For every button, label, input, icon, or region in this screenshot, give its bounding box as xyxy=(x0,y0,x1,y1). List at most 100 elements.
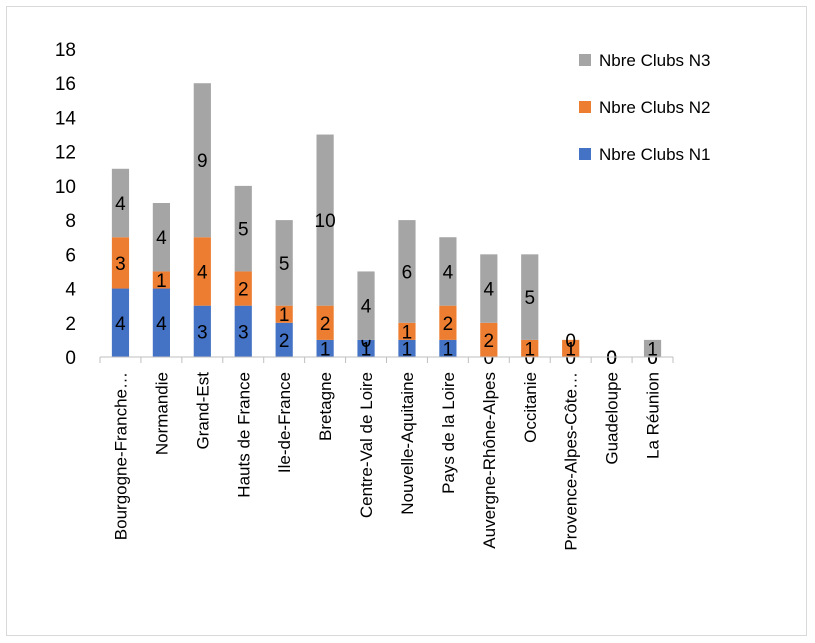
x-category-label: Bretagne xyxy=(316,372,335,441)
x-category-label: Occitanie xyxy=(521,372,540,443)
data-label: 0 xyxy=(647,348,658,369)
data-label: 1 xyxy=(524,339,535,360)
data-label: 5 xyxy=(524,288,535,309)
x-category-label: Auvergne-Rhône-Alpes xyxy=(480,372,499,549)
data-label: 5 xyxy=(238,220,249,241)
bar-segment xyxy=(234,271,252,306)
x-category-label: Provence-Alpes-Côte… xyxy=(562,372,581,551)
bar-segment xyxy=(152,203,170,272)
legend-swatch xyxy=(579,54,591,66)
bar-segment xyxy=(439,305,457,340)
data-label: 1 xyxy=(402,339,413,360)
legend-label: Nbre Clubs N1 xyxy=(599,145,711,164)
data-label: 4 xyxy=(443,262,454,283)
x-category-label: Nouvelle-Aquitaine xyxy=(398,372,417,515)
data-label: 2 xyxy=(279,331,290,352)
y-tick-label: 0 xyxy=(65,348,76,369)
data-label: 6 xyxy=(402,262,413,283)
data-label: 4 xyxy=(156,228,167,249)
bar-segment xyxy=(193,83,211,238)
data-label: 2 xyxy=(238,280,249,301)
bar-segment xyxy=(275,220,293,306)
y-tick-label: 6 xyxy=(65,245,76,266)
data-label: 1 xyxy=(443,339,454,360)
bar-segment xyxy=(357,271,375,340)
data-label: 4 xyxy=(115,314,126,335)
bar-segment xyxy=(521,339,539,357)
x-category-label: La Réunion xyxy=(644,372,663,459)
data-label: 4 xyxy=(197,262,208,283)
bar-segment xyxy=(234,185,252,272)
data-label: 0 xyxy=(524,348,535,369)
data-label: 4 xyxy=(484,280,495,301)
x-category-label: Normandie xyxy=(152,372,171,455)
y-tick-label: 10 xyxy=(55,177,76,198)
bar-segment xyxy=(521,254,539,340)
bar-segment xyxy=(398,220,416,323)
y-tick-label: 4 xyxy=(65,280,76,301)
bar-segment xyxy=(111,288,130,357)
bar-segment xyxy=(275,322,293,357)
bar-segment xyxy=(275,305,293,323)
data-label: 4 xyxy=(156,314,167,335)
bar-segment xyxy=(152,271,170,289)
data-label: 1 xyxy=(361,339,372,360)
data-label: 3 xyxy=(115,254,126,275)
y-tick-label: 12 xyxy=(55,143,76,164)
x-category-label: Hauts de France xyxy=(234,372,253,498)
data-label: 5 xyxy=(279,254,290,275)
bar-segment xyxy=(439,237,457,306)
data-label: 0 xyxy=(484,348,495,369)
legend-label: Nbre Clubs N3 xyxy=(599,51,711,70)
data-label: 0 xyxy=(606,348,617,369)
x-category-label: Grand-Est xyxy=(193,372,212,450)
legend-swatch xyxy=(579,148,591,160)
bar-segment xyxy=(193,237,211,306)
x-category-label: Ile-de-France xyxy=(275,372,294,473)
data-label: 0 xyxy=(361,331,372,352)
data-label: 10 xyxy=(315,211,336,232)
data-label: 2 xyxy=(443,314,454,335)
data-label: 1 xyxy=(565,339,576,360)
data-label: 4 xyxy=(115,194,126,215)
bar-segment xyxy=(316,134,334,306)
x-category-label: Centre-Val de Loire xyxy=(357,372,376,518)
data-label: 9 xyxy=(197,151,208,172)
data-label: 1 xyxy=(156,271,167,292)
x-category-label: Pays de la Loire xyxy=(439,372,458,494)
data-label: 1 xyxy=(279,305,290,326)
bar-segment xyxy=(193,305,211,357)
data-label: 1 xyxy=(402,322,413,343)
y-tick-label: 8 xyxy=(65,211,76,232)
bar-segment xyxy=(480,322,498,357)
data-label: 1 xyxy=(647,339,658,360)
bar-segment xyxy=(398,322,416,340)
bar-segment xyxy=(480,254,498,323)
data-label: 2 xyxy=(320,314,331,335)
y-tick-label: 2 xyxy=(65,314,76,335)
bar-segment xyxy=(111,168,130,238)
x-category-label: Guadeloupe xyxy=(603,372,622,465)
bar-segment xyxy=(357,339,375,357)
x-category-label: Bourgogne-Franche… xyxy=(111,372,130,540)
y-tick-label: 18 xyxy=(55,40,76,61)
y-tick-label: 14 xyxy=(55,108,77,129)
bar-segment xyxy=(316,305,334,340)
data-label: 0 xyxy=(647,348,658,369)
bar-segment xyxy=(439,339,457,357)
data-label: 3 xyxy=(238,322,249,343)
bar-segment xyxy=(234,305,252,357)
bar-segment xyxy=(152,288,170,357)
legend-swatch xyxy=(579,101,591,113)
bar-segment xyxy=(562,339,580,357)
data-label: 1 xyxy=(320,339,331,360)
data-label: 4 xyxy=(361,297,372,318)
bar-segment xyxy=(111,237,130,289)
y-tick-label: 16 xyxy=(55,74,76,95)
data-label: 3 xyxy=(197,322,208,343)
data-label: 0 xyxy=(565,348,576,369)
data-label: 0 xyxy=(565,331,576,352)
bar-segment xyxy=(643,339,662,357)
legend-label: Nbre Clubs N2 xyxy=(599,98,711,117)
